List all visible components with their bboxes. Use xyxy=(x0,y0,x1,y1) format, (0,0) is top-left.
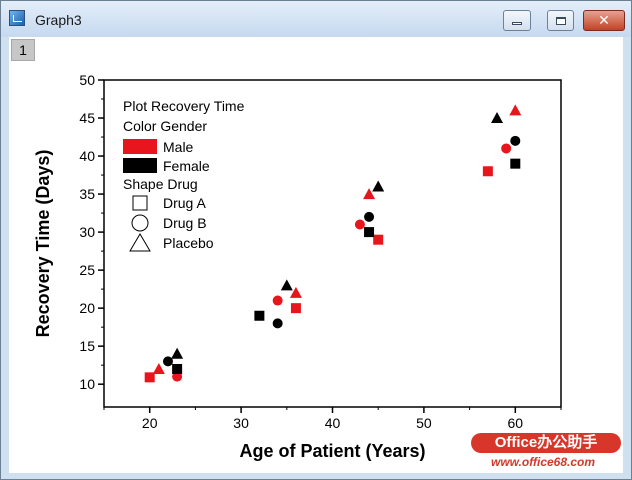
y-tick-label: 10 xyxy=(79,376,95,392)
watermark-url: www.office68.com xyxy=(491,455,596,469)
legend-shape-label: Placebo xyxy=(163,235,214,251)
data-point xyxy=(363,188,376,200)
legend-square-icon xyxy=(132,195,148,211)
data-point xyxy=(144,372,155,383)
data-point xyxy=(509,104,522,116)
legend-circle-icon xyxy=(131,214,149,232)
y-tick-label: 35 xyxy=(79,186,95,202)
data-point xyxy=(510,158,521,169)
data-point xyxy=(501,143,512,154)
legend-shape-heading: Shape Drug xyxy=(123,176,198,192)
title-bar[interactable]: Graph3 ✕ xyxy=(1,1,631,37)
legend-title: Plot Recovery Time xyxy=(123,98,245,114)
y-tick-label: 50 xyxy=(79,72,95,88)
data-point xyxy=(162,356,173,367)
window-title: Graph3 xyxy=(35,12,82,28)
x-tick-label: 40 xyxy=(325,415,341,431)
maximize-button[interactable] xyxy=(547,10,574,31)
data-point xyxy=(510,135,521,146)
maximize-icon xyxy=(555,16,566,25)
data-point xyxy=(354,219,365,230)
y-tick-label: 25 xyxy=(79,262,95,278)
legend-shape-label: Drug A xyxy=(163,195,206,211)
data-point xyxy=(364,227,375,238)
data-point xyxy=(171,347,184,359)
data-point xyxy=(272,318,283,329)
y-tick-label: 15 xyxy=(79,338,95,354)
legend-triangle-icon xyxy=(129,233,151,252)
data-point xyxy=(364,211,375,222)
data-point xyxy=(280,279,293,291)
x-tick-label: 60 xyxy=(508,415,524,431)
data-point xyxy=(289,286,302,298)
data-point xyxy=(172,371,183,382)
close-icon: ✕ xyxy=(598,12,610,29)
x-tick-label: 50 xyxy=(416,415,432,431)
y-tick-label: 20 xyxy=(79,300,95,316)
data-point xyxy=(372,180,385,192)
data-point xyxy=(290,303,301,314)
minimize-button[interactable] xyxy=(503,10,531,31)
legend-color-label: Male xyxy=(163,139,194,155)
minimize-icon xyxy=(512,21,522,25)
scatter-chart[interactable]: 20 30 40 50 60 10 15 20 25 30 35 40 45 50 Age of Patie… xyxy=(9,37,623,473)
data-point xyxy=(254,310,265,321)
legend-color-label: Female xyxy=(163,158,210,174)
y-tick-label: 45 xyxy=(79,110,95,126)
y-axis-title: Recovery Time (Days) xyxy=(33,150,53,338)
data-point xyxy=(491,112,504,124)
data-point xyxy=(172,363,183,374)
close-button[interactable]: ✕ xyxy=(583,10,625,31)
data-point xyxy=(152,362,165,374)
legend-color-heading: Color Gender xyxy=(123,118,207,134)
legend-color-swatch xyxy=(123,139,157,154)
data-point xyxy=(482,166,493,177)
legend-color-swatch xyxy=(123,158,157,173)
data-point xyxy=(272,295,283,306)
x-tick-label: 30 xyxy=(233,415,249,431)
y-tick-label: 40 xyxy=(79,148,95,164)
legend-shape-label: Drug B xyxy=(163,215,207,231)
data-point xyxy=(373,234,384,245)
watermark: Office办公助手 www.office68.com xyxy=(471,433,625,475)
x-axis-title: Age of Patient (Years) xyxy=(239,441,425,461)
graph-page[interactable]: 1 20 30 40 50 60 10 15 20 25 30 35 40 45 50 Age of Pat… xyxy=(9,37,623,473)
layer-tab[interactable]: 1 xyxy=(11,39,35,61)
watermark-brand: Office办公助手 xyxy=(471,433,621,453)
graph-window-icon[interactable] xyxy=(9,10,25,26)
x-tick-label: 20 xyxy=(142,415,158,431)
y-tick-label: 30 xyxy=(79,224,95,240)
